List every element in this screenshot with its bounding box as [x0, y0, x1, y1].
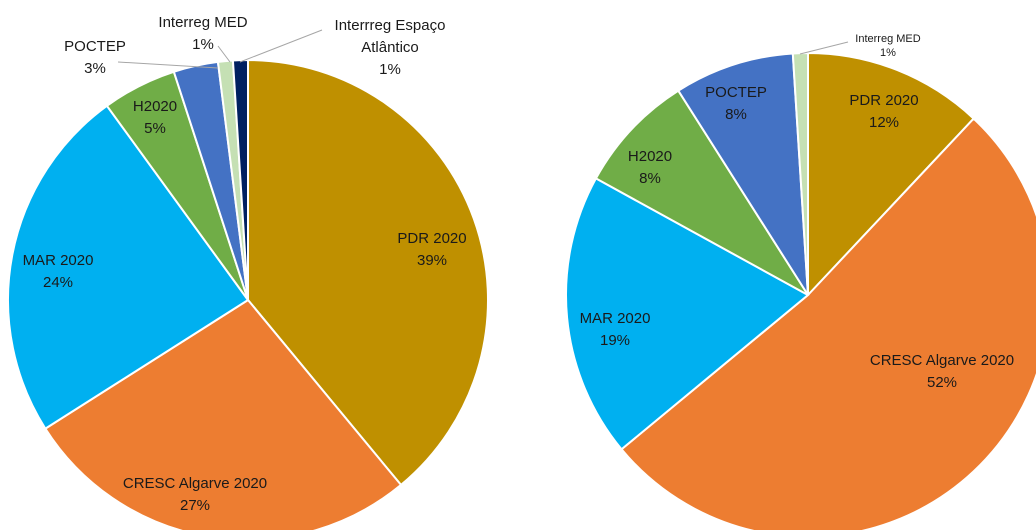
- slice-value: 5%: [144, 120, 166, 137]
- slice-name: CRESC Algarve 2020: [869, 352, 1015, 369]
- pie-slice: [807, 51, 976, 298]
- slice-name: PDR 2020: [397, 230, 467, 247]
- slice-name: Interreg MED: [855, 33, 921, 45]
- leader-line: [239, 29, 323, 63]
- pie-slice: [676, 52, 809, 296]
- leader-line: [217, 45, 231, 63]
- slice-name: MAR 2020: [22, 252, 94, 269]
- slice-label: Interreg MED 1%: [158, 12, 247, 56]
- slice-value: 19%: [599, 332, 631, 349]
- slice-value: 8%: [639, 170, 661, 187]
- slice-value: 1%: [880, 47, 896, 59]
- pie-slice: [791, 51, 809, 296]
- slice-name: Interrreg Espaço Atlântico: [334, 17, 446, 56]
- slice-label: CRESC Algarve 2020 52%: [870, 350, 1014, 394]
- slice-value: 12%: [868, 114, 900, 131]
- slice-label: CRESC Algarve 2020 27%: [123, 473, 267, 517]
- slice-value: 1%: [379, 61, 401, 78]
- slice-label: H2020 5%: [133, 96, 177, 140]
- pie-slice: [565, 177, 810, 451]
- slice-name: H2020: [627, 148, 673, 165]
- slice-label: PDR 2020 12%: [849, 90, 918, 134]
- slice-value: 52%: [926, 374, 958, 391]
- slice-name: MAR 2020: [579, 310, 651, 327]
- slice-value: 1%: [192, 36, 214, 53]
- slices: [7, 51, 1036, 530]
- leader-line: [117, 61, 219, 69]
- slice-name: H2020: [132, 98, 178, 115]
- pie-slice: [7, 104, 250, 430]
- slice-value: 27%: [179, 497, 211, 514]
- leader-line: [799, 41, 849, 55]
- slice-label: MAR 2020 24%: [23, 250, 94, 294]
- slice-label: PDR 2020 39%: [397, 228, 466, 272]
- slice-name: CRESC Algarve 2020: [122, 475, 268, 492]
- pie-slice: [247, 58, 489, 487]
- leader-lines: [117, 29, 849, 69]
- slice-label: Interreg MED 1%: [855, 32, 920, 60]
- slice-label: MAR 2020 19%: [580, 308, 651, 352]
- slice-name: PDR 2020: [849, 92, 919, 109]
- slice-name: POCTEP: [64, 38, 126, 55]
- slice-name: POCTEP: [705, 84, 767, 101]
- pie-slice: [231, 58, 249, 301]
- slice-label: Interrreg Espaço Atlântico 1%: [305, 15, 475, 81]
- slice-value: 8%: [725, 106, 747, 123]
- slice-label: POCTEP 3%: [64, 36, 126, 80]
- slice-value: 24%: [42, 274, 74, 291]
- pie-slice: [43, 298, 403, 530]
- slice-label: POCTEP 8%: [705, 82, 767, 126]
- slice-name: Interreg MED: [158, 14, 248, 31]
- pie-slice: [594, 89, 809, 296]
- slice-value: 3%: [84, 60, 106, 77]
- slice-label: H2020 8%: [628, 146, 672, 190]
- slice-value: 39%: [416, 252, 448, 269]
